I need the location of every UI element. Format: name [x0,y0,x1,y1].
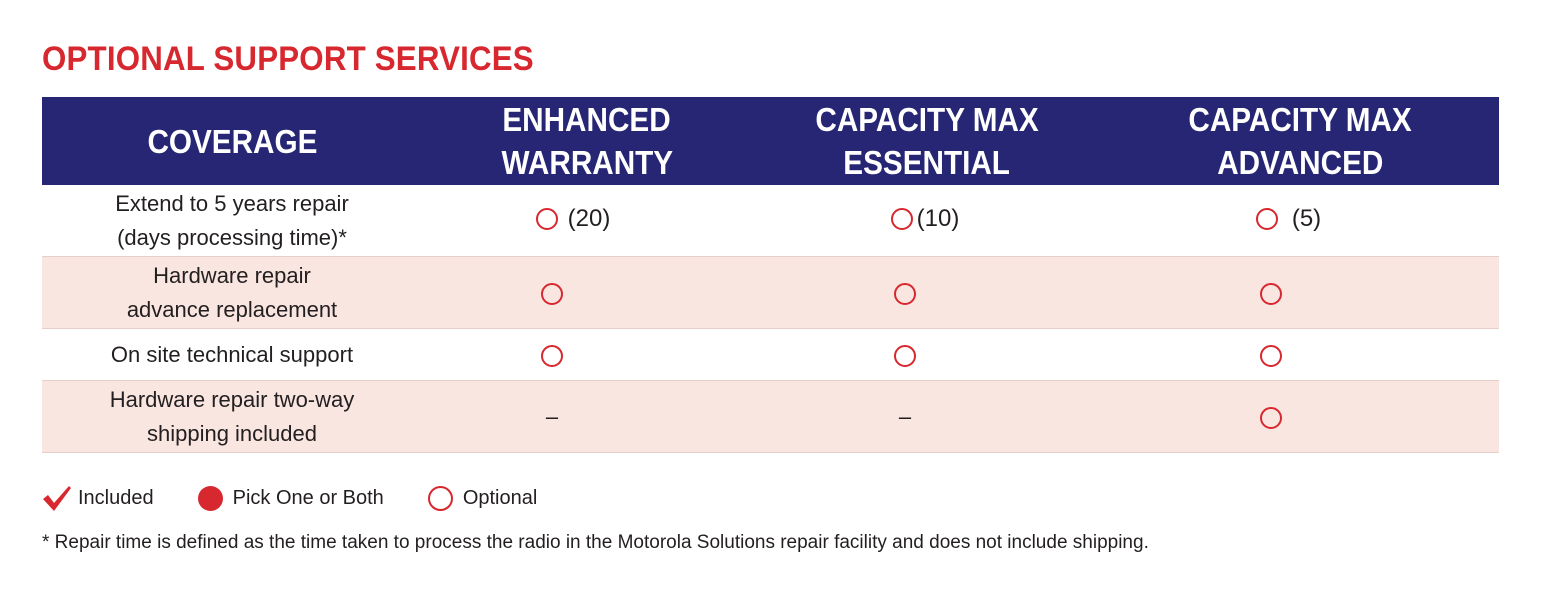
ring-icon [535,207,558,230]
row-label-line2: (days processing time)* [117,224,347,250]
ring-icon [894,344,916,367]
legend: Included Pick One or Both Optional [42,484,581,512]
table-cell [1102,328,1499,381]
row-label-line2: advance replacement [126,296,338,322]
check-icon [43,486,71,511]
days-value: (20) [567,204,611,232]
row-label-line2: shipping included [146,420,318,446]
header-line1: CAPACITY MAX [815,101,1039,138]
row-label-line1: Extend to 5 years repair [115,190,349,216]
header-capacity-max-advanced: CAPACITY MAX ADVANCED [1102,97,1499,185]
legend-item-optional: Optional [427,485,538,511]
table-cell [752,328,1102,381]
table-row: On site technical support [42,328,1499,381]
table-cell: (10) [752,185,1102,257]
ring-icon [427,485,453,511]
ring-icon [894,282,916,305]
row-label: Extend to 5 years repair (days processin… [42,185,422,257]
days-value: (5) [1291,204,1322,232]
page-title: OPTIONAL SUPPORT SERVICES [42,40,534,78]
legend-label: Included [78,486,154,509]
table-cell: (5) [1102,185,1499,257]
header-line1: CAPACITY MAX [1188,101,1413,138]
ring-icon [541,344,563,367]
days-value: (10) [916,204,960,232]
header-line2: WARRANTY [501,144,673,181]
ring-icon [1255,207,1278,230]
header-line1: ENHANCED [502,101,672,138]
ring-icon [541,282,563,305]
table-cell [1102,380,1499,453]
dash-not-available: – [545,403,559,429]
table-row: Hardware repair two-way shipping include… [42,380,1499,453]
ring-icon [1259,282,1282,305]
ring-icon [1259,406,1282,429]
table-row: Extend to 5 years repair (days processin… [42,185,1499,257]
ring-icon [890,207,913,230]
header-line2: ESSENTIAL [843,144,1011,181]
dash-not-available: – [898,403,912,429]
ring-icon [1259,344,1282,367]
row-label-line1: On site technical support [110,341,354,367]
support-services-table: COVERAGE ENHANCED WARRANTY CAPACITY MAX … [42,97,1499,453]
table-cell [422,256,752,329]
row-label: Hardware repair advance replacement [42,256,422,329]
header-enhanced-warranty: ENHANCED WARRANTY [422,97,752,185]
header-coverage-label: COVERAGE [147,122,317,160]
row-label-line1: Hardware repair two-way [109,386,355,412]
filled-circle-icon [197,485,223,511]
table-header-row: COVERAGE ENHANCED WARRANTY CAPACITY MAX … [42,97,1499,185]
header-coverage: COVERAGE [42,97,422,185]
table-row: Hardware repair advance replacement [42,256,1499,329]
legend-label: Optional [462,486,538,509]
header-capacity-max-essential: CAPACITY MAX ESSENTIAL [752,97,1102,185]
legend-item-pick-one-or-both: Pick One or Both [197,485,384,511]
header-line2: ADVANCED [1217,144,1384,181]
footnote: * Repair time is defined as the time tak… [42,532,1149,553]
row-label: On site technical support [42,328,422,381]
table-cell [422,328,752,381]
legend-label: Pick One or Both [232,486,384,509]
table-cell: – [752,380,1102,453]
table-cell: – [422,380,752,453]
row-label-line1: Hardware repair [153,262,311,288]
table-cell: (20) [422,185,752,257]
row-label: Hardware repair two-way shipping include… [42,380,422,453]
table-cell [752,256,1102,329]
table-cell [1102,256,1499,329]
legend-item-included: Included [42,484,154,512]
